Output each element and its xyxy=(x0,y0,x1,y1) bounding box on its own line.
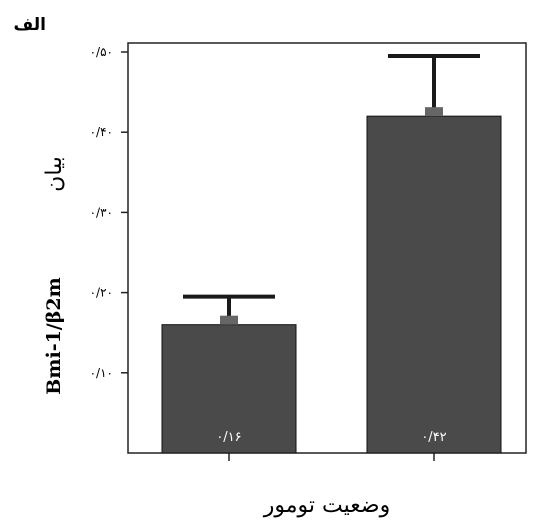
x-axis-title: وضعیت تومور xyxy=(263,493,390,518)
panel-label: الف xyxy=(14,15,46,35)
mean-marker xyxy=(220,315,238,325)
plot-frame xyxy=(127,42,527,454)
bar-value-label: ۰/۴۲ xyxy=(421,430,446,445)
bars: ۰/۱۶ ۰/۴۲ xyxy=(161,54,502,454)
y-tick-label: ۰/۱۰ xyxy=(90,366,113,380)
y-axis: ۰/۱۰ ۰/۲۰ ۰/۳۰ ۰/۴۰ ۰/۵۰ xyxy=(90,45,128,380)
y-tick-label: ۰/۴۰ xyxy=(90,125,113,139)
y-tick-label: ۰/۳۰ xyxy=(90,205,113,219)
y-axis-title-sub: بیان xyxy=(42,156,67,192)
mean-marker xyxy=(425,107,443,117)
bar-value-label: ۰/۱۶ xyxy=(216,430,241,445)
bar xyxy=(366,115,502,454)
y-tick-label: ۰/۵۰ xyxy=(90,45,113,59)
x-axis xyxy=(228,453,435,461)
y-tick-label: ۰/۲۰ xyxy=(90,286,113,300)
bar xyxy=(161,324,297,454)
y-axis-title-main: Bmi-1/β2m xyxy=(43,277,65,394)
y-axis-title: بیان Bmi-1/β2m xyxy=(42,156,67,395)
